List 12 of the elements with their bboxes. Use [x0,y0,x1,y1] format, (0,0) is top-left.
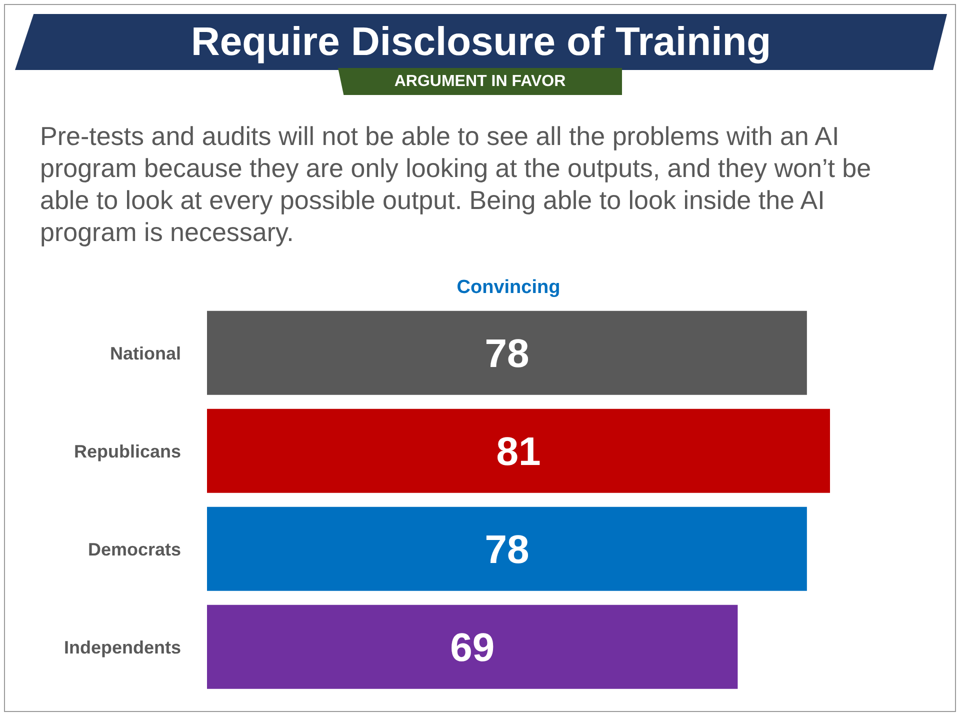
chart-title: Require Disclosure of Training [15,14,947,70]
y-tick-label: Independents [64,637,181,658]
y-tick-label: Republicans [74,441,181,462]
y-tick-label: Democrats [88,539,181,560]
x-axis-title: Convincing [456,277,562,299]
data-label: 81 [496,430,541,474]
y-tick-label: National [110,343,181,364]
data-label: 78 [484,528,530,572]
chart-subtitle: ARGUMENT IN FAVOR [338,68,622,95]
data-label: 69 [450,626,495,670]
data-label: 78 [484,332,530,376]
text: Pre-tests and audits will not be able to see all the problems with an AI program because they are only looking at the outputs, and they won’t be able to look at every possible output. Being able to look inside the AI program is necessary. [40,120,872,248]
